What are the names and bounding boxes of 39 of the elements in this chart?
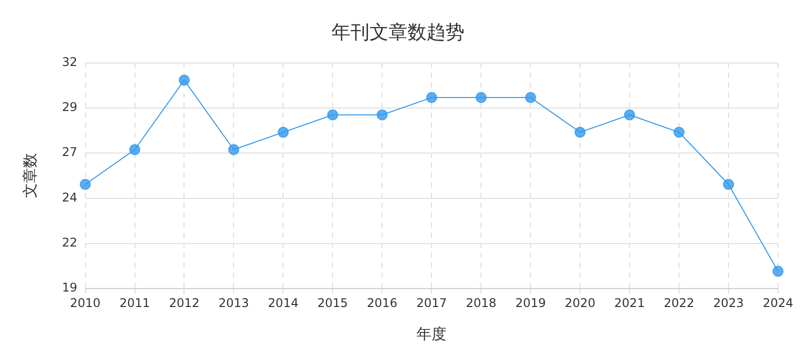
x-tick-label: 2013: [218, 296, 249, 310]
x-tick-label: 2023: [713, 296, 744, 310]
chart-title: 年刊文章数趋势: [332, 21, 464, 44]
point: [327, 109, 338, 120]
x-tick-label: 2018: [466, 296, 496, 310]
x-tick-label: 2010: [70, 296, 101, 310]
point: [574, 126, 586, 138]
point: [772, 266, 784, 277]
point: [624, 109, 636, 120]
y-tick-label: 29: [62, 100, 78, 114]
y-tick-label: 24: [62, 190, 78, 204]
point: [674, 126, 685, 138]
x-tick-label: 2021: [614, 296, 645, 310]
point: [178, 74, 190, 86]
x-tick-label: 2014: [268, 296, 298, 310]
y-tick-label: 27: [62, 145, 78, 160]
point: [228, 144, 240, 156]
x-tick-label: 2020: [564, 296, 596, 310]
point: [278, 126, 289, 138]
x-axis-title: 年度: [416, 324, 447, 343]
x-tick-label: 2019: [515, 296, 546, 310]
point: [376, 109, 388, 120]
point: [525, 92, 536, 104]
x-tick-label: 2022: [664, 296, 694, 310]
point: [80, 178, 91, 190]
y-tick-label: 22: [62, 236, 78, 250]
x-tick-label: 2017: [416, 296, 447, 310]
point: [129, 144, 140, 156]
point: [476, 92, 487, 104]
x-tick-label: 2024: [762, 296, 794, 310]
y-tick-label: 32: [62, 54, 78, 69]
point: [426, 92, 438, 104]
y-tick-label: 19: [62, 280, 78, 295]
x-tick-label: 2015: [317, 296, 348, 310]
x-tick-label: 2012: [168, 296, 200, 310]
point: [723, 178, 734, 190]
x-tick-label: 2011: [119, 296, 150, 310]
y-axis-title: 文章数: [20, 153, 39, 198]
x-tick-label: 2016: [366, 296, 398, 310]
